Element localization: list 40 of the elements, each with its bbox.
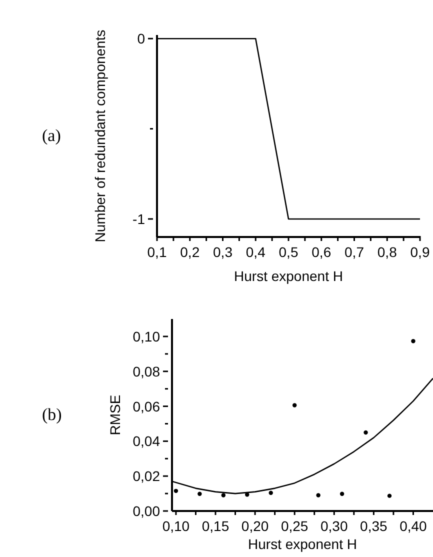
x-tick-label: 0,20 — [241, 518, 269, 534]
x-tick-label: 0,7 — [344, 244, 364, 260]
x-tick-label: 0,35 — [360, 518, 388, 534]
x-tick-label: 0,30 — [320, 518, 348, 534]
x-tick-label: 0,5 — [278, 244, 298, 260]
y-tick-label: -1 — [132, 210, 146, 227]
x-axis-title: Hurst exponent H — [248, 536, 357, 552]
y-tick-label: 0,10 — [132, 328, 160, 344]
y-tick-label: 0,08 — [132, 363, 160, 380]
x-tick-label: 0,6 — [312, 244, 332, 260]
x-tick-label: 0,2 — [180, 244, 200, 260]
y-tick-label: 0,04 — [132, 433, 160, 450]
x-tick-label: 0,9 — [410, 244, 430, 260]
x-tick-label: 0,25 — [280, 518, 308, 534]
x-tick-label: 0,15 — [202, 518, 230, 534]
point — [268, 490, 273, 495]
x-tick-label: 0,1 — [147, 244, 167, 260]
y-tick-label: 0 — [137, 30, 146, 47]
x-tick-label: 0,3 — [213, 244, 233, 260]
x-axis-title: Hurst exponent H — [234, 268, 343, 284]
y-tick-label: 0,06 — [132, 398, 160, 414]
x-tick-label: 0,4 — [246, 244, 266, 260]
y-tick-label: 0,00 — [132, 503, 160, 519]
point — [292, 403, 297, 408]
point — [340, 492, 344, 496]
x-tick-label: 0,10 — [162, 518, 190, 534]
x-tick-label: 0,40 — [400, 518, 428, 534]
text: (a) — [42, 126, 61, 146]
y-axis-title: RMSE — [107, 394, 123, 436]
point — [174, 488, 178, 494]
point — [364, 430, 368, 435]
y-tick-label: 0,02 — [132, 468, 160, 484]
y-axis-title: Number of redundant components — [92, 30, 108, 242]
point — [316, 493, 320, 498]
point — [198, 492, 202, 496]
x-tick-label: 0,8 — [377, 244, 398, 260]
point — [221, 493, 226, 498]
point — [387, 494, 392, 498]
point — [411, 339, 416, 344]
text: (b) — [42, 405, 62, 425]
